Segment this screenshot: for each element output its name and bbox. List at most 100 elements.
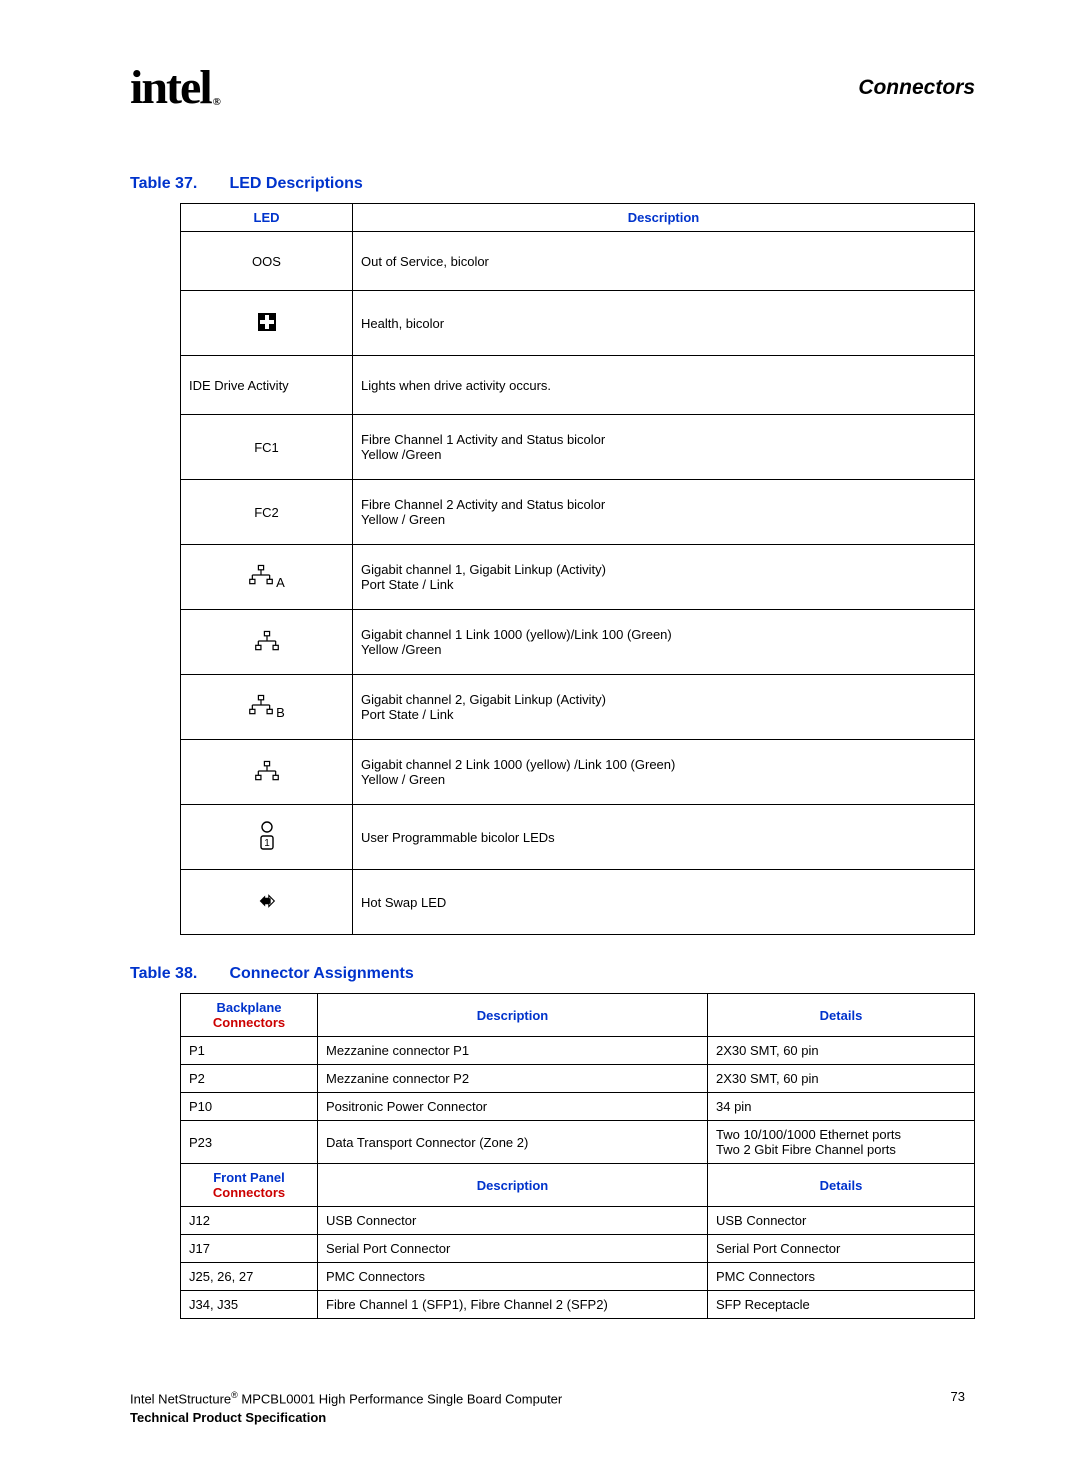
led-cell: IDE Drive Activity — [181, 356, 353, 415]
table-38-caption: Table 38. Connector Assignments — [130, 965, 975, 983]
logo-registered: ® — [213, 96, 219, 108]
header-line2: Connectors — [213, 1015, 285, 1030]
connector-cell: J34, J35 — [181, 1291, 318, 1319]
details-cell: Two 10/100/1000 Ethernet portsTwo 2 Gbit… — [708, 1121, 975, 1164]
connector-cell: P10 — [181, 1093, 318, 1121]
details-cell: USB Connector — [708, 1207, 975, 1235]
network-icon — [254, 630, 280, 652]
desc-cell: Fibre Channel 1 Activity and Status bico… — [353, 415, 975, 480]
led-cell: 1 — [181, 805, 353, 870]
table-connector-assignments: Backplane Connectors Description Details… — [180, 993, 975, 1319]
user-led-icon: 1 — [258, 821, 276, 851]
header-line1: Front Panel — [213, 1170, 285, 1185]
table-row: FC2Fibre Channel 2 Activity and Status b… — [181, 480, 975, 545]
col-desc-header: Description — [353, 204, 975, 232]
desc-cell: Mezzanine connector P1 — [318, 1037, 708, 1065]
header-line2: Connectors — [213, 1185, 285, 1200]
table-row: FC1Fibre Channel 1 Activity and Status b… — [181, 415, 975, 480]
network-icon — [248, 694, 274, 716]
led-cell: A — [181, 545, 353, 610]
table-row: J25, 26, 27PMC ConnectorsPMC Connectors — [181, 1263, 975, 1291]
table-37-title: LED Descriptions — [229, 175, 362, 192]
connector-cell: J12 — [181, 1207, 318, 1235]
desc-cell: Mezzanine connector P2 — [318, 1065, 708, 1093]
table-row: P1Mezzanine connector P12X30 SMT, 60 pin — [181, 1037, 975, 1065]
footer-left: Intel NetStructure® MPCBL0001 High Perfo… — [130, 1389, 562, 1427]
hotswap-icon — [256, 890, 278, 912]
desc-cell: Gigabit channel 2, Gigabit Linkup (Activ… — [353, 675, 975, 740]
desc-cell: Lights when drive activity occurs. — [353, 356, 975, 415]
details-cell: Serial Port Connector — [708, 1235, 975, 1263]
intel-logo: intel® — [130, 60, 217, 115]
desc-cell: Health, bicolor — [353, 291, 975, 356]
details-cell: PMC Connectors — [708, 1263, 975, 1291]
details-cell: 2X30 SMT, 60 pin — [708, 1037, 975, 1065]
details-cell: 34 pin — [708, 1093, 975, 1121]
svg-text:1: 1 — [264, 838, 270, 849]
desc-cell: PMC Connectors — [318, 1263, 708, 1291]
led-cell: FC2 — [181, 480, 353, 545]
led-cell — [181, 870, 353, 935]
footer-product-a: Intel NetStructure — [130, 1391, 231, 1406]
network-icon — [254, 760, 280, 782]
led-cell — [181, 610, 353, 675]
led-cell: OOS — [181, 232, 353, 291]
desc-cell: Gigabit channel 2 Link 1000 (yellow) /Li… — [353, 740, 975, 805]
table-led-descriptions: LED Description OOSOut of Service, bicol… — [180, 203, 975, 935]
col-details-header: Details — [708, 1164, 975, 1207]
col-frontpanel-header: Front Panel Connectors — [181, 1164, 318, 1207]
table-row: Gigabit channel 2 Link 1000 (yellow) /Li… — [181, 740, 975, 805]
table-row: Gigabit channel 1 Link 1000 (yellow)/Lin… — [181, 610, 975, 675]
desc-cell: USB Connector — [318, 1207, 708, 1235]
desc-cell: Serial Port Connector — [318, 1235, 708, 1263]
col-details-header: Details — [708, 994, 975, 1037]
page-header: intel® Connectors — [130, 60, 975, 115]
footer-reg: ® — [231, 1390, 238, 1400]
col-backplane-header: Backplane Connectors — [181, 994, 318, 1037]
table-38-title: Connector Assignments — [229, 965, 413, 982]
logo-text: intel — [130, 61, 211, 114]
table-row: P10Positronic Power Connector34 pin — [181, 1093, 975, 1121]
led-cell — [181, 291, 353, 356]
table-row: P23Data Transport Connector (Zone 2)Two … — [181, 1121, 975, 1164]
page-footer: Intel NetStructure® MPCBL0001 High Perfo… — [130, 1389, 975, 1427]
details-cell: SFP Receptacle — [708, 1291, 975, 1319]
led-cell — [181, 740, 353, 805]
header-line1: Backplane — [216, 1000, 281, 1015]
page: intel® Connectors Table 37. LED Descript… — [0, 0, 1080, 1477]
table-37-number: Table 37. — [130, 175, 225, 193]
connector-cell: J25, 26, 27 — [181, 1263, 318, 1291]
details-cell: 2X30 SMT, 60 pin — [708, 1065, 975, 1093]
col-description-header: Description — [318, 1164, 708, 1207]
table-row: Health, bicolor — [181, 291, 975, 356]
led-cell: B — [181, 675, 353, 740]
connector-cell: P23 — [181, 1121, 318, 1164]
network-icon — [248, 564, 274, 586]
footer-doc-type: Technical Product Specification — [130, 1410, 326, 1425]
table-row: Hot Swap LED — [181, 870, 975, 935]
desc-cell: Data Transport Connector (Zone 2) — [318, 1121, 708, 1164]
connector-cell: J17 — [181, 1235, 318, 1263]
connector-cell: P2 — [181, 1065, 318, 1093]
col-led-header: LED — [181, 204, 353, 232]
desc-cell: Out of Service, bicolor — [353, 232, 975, 291]
table-row: OOSOut of Service, bicolor — [181, 232, 975, 291]
footer-product-b: MPCBL0001 High Performance Single Board … — [238, 1391, 562, 1406]
desc-cell: Gigabit channel 1 Link 1000 (yellow)/Lin… — [353, 610, 975, 675]
connector-cell: P1 — [181, 1037, 318, 1065]
table-38-number: Table 38. — [130, 965, 225, 983]
desc-cell: Gigabit channel 1, Gigabit Linkup (Activ… — [353, 545, 975, 610]
table-row: 1 User Programmable bicolor LEDs — [181, 805, 975, 870]
table-header-row: Backplane Connectors Description Details — [181, 994, 975, 1037]
section-title: Connectors — [858, 76, 975, 100]
desc-cell: Hot Swap LED — [353, 870, 975, 935]
desc-cell: User Programmable bicolor LEDs — [353, 805, 975, 870]
table-row: J12USB ConnectorUSB Connector — [181, 1207, 975, 1235]
table-row: IDE Drive ActivityLights when drive acti… — [181, 356, 975, 415]
desc-cell: Positronic Power Connector — [318, 1093, 708, 1121]
table-row: J34, J35Fibre Channel 1 (SFP1), Fibre Ch… — [181, 1291, 975, 1319]
led-cell: FC1 — [181, 415, 353, 480]
table-row: P2Mezzanine connector P22X30 SMT, 60 pin — [181, 1065, 975, 1093]
table-header-row: Front Panel Connectors Description Detai… — [181, 1164, 975, 1207]
table-37-caption: Table 37. LED Descriptions — [130, 175, 975, 193]
